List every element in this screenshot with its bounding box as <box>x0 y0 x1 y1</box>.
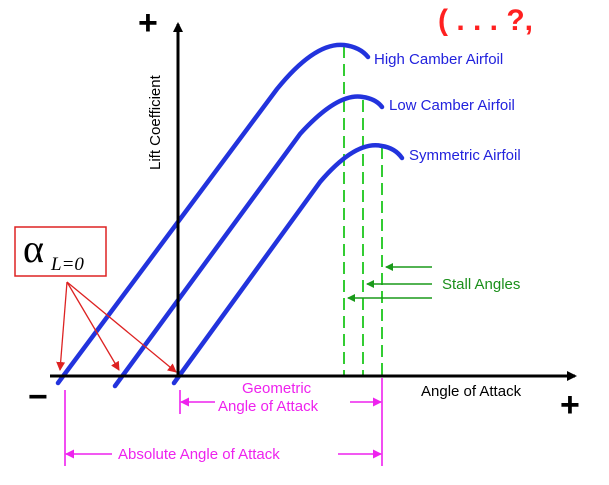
zero-lift-arrows <box>56 281 177 373</box>
zero-lift-box <box>14 226 107 277</box>
stall-angles-label: Stall Angles <box>442 276 520 293</box>
zero-lift-arrow-2 <box>66 281 120 371</box>
x-axis-plus-sign: + <box>560 386 580 424</box>
absolute-angle-label: Absolute Angle of Attack <box>118 446 280 463</box>
stall-angle-arrows <box>347 263 432 302</box>
label-high-camber: High Camber Airfoil <box>374 51 503 68</box>
zero-lift-alpha-symbol: α <box>23 226 44 271</box>
geometric-label-line2: Angle of Attack <box>218 398 319 415</box>
lift-curves <box>55 42 405 389</box>
y-axis-label: Lift Coefficient <box>147 74 164 170</box>
label-low-camber: Low Camber Airfoil <box>389 97 515 114</box>
geometric-label-line1: Geometric <box>242 380 312 397</box>
corner-fragment-text: ( . . . ?, <box>438 4 533 37</box>
curve-symmetric <box>171 143 405 386</box>
zero-lift-subscript: L=0 <box>50 254 84 275</box>
geometric-angle-dimension <box>179 378 383 414</box>
curve-low-camber <box>112 94 385 389</box>
label-symmetric: Symmetric Airfoil <box>409 147 521 164</box>
zero-lift-arrow-1 <box>56 281 68 371</box>
curve-high-camber <box>55 42 371 386</box>
x-axis-label: Angle of Attack <box>421 383 522 400</box>
x-axis-minus-sign: − <box>28 378 48 416</box>
absolute-angle-dimension <box>64 390 383 466</box>
zero-lift-arrow-3 <box>66 281 177 373</box>
y-axis-plus-sign: + <box>138 4 158 42</box>
